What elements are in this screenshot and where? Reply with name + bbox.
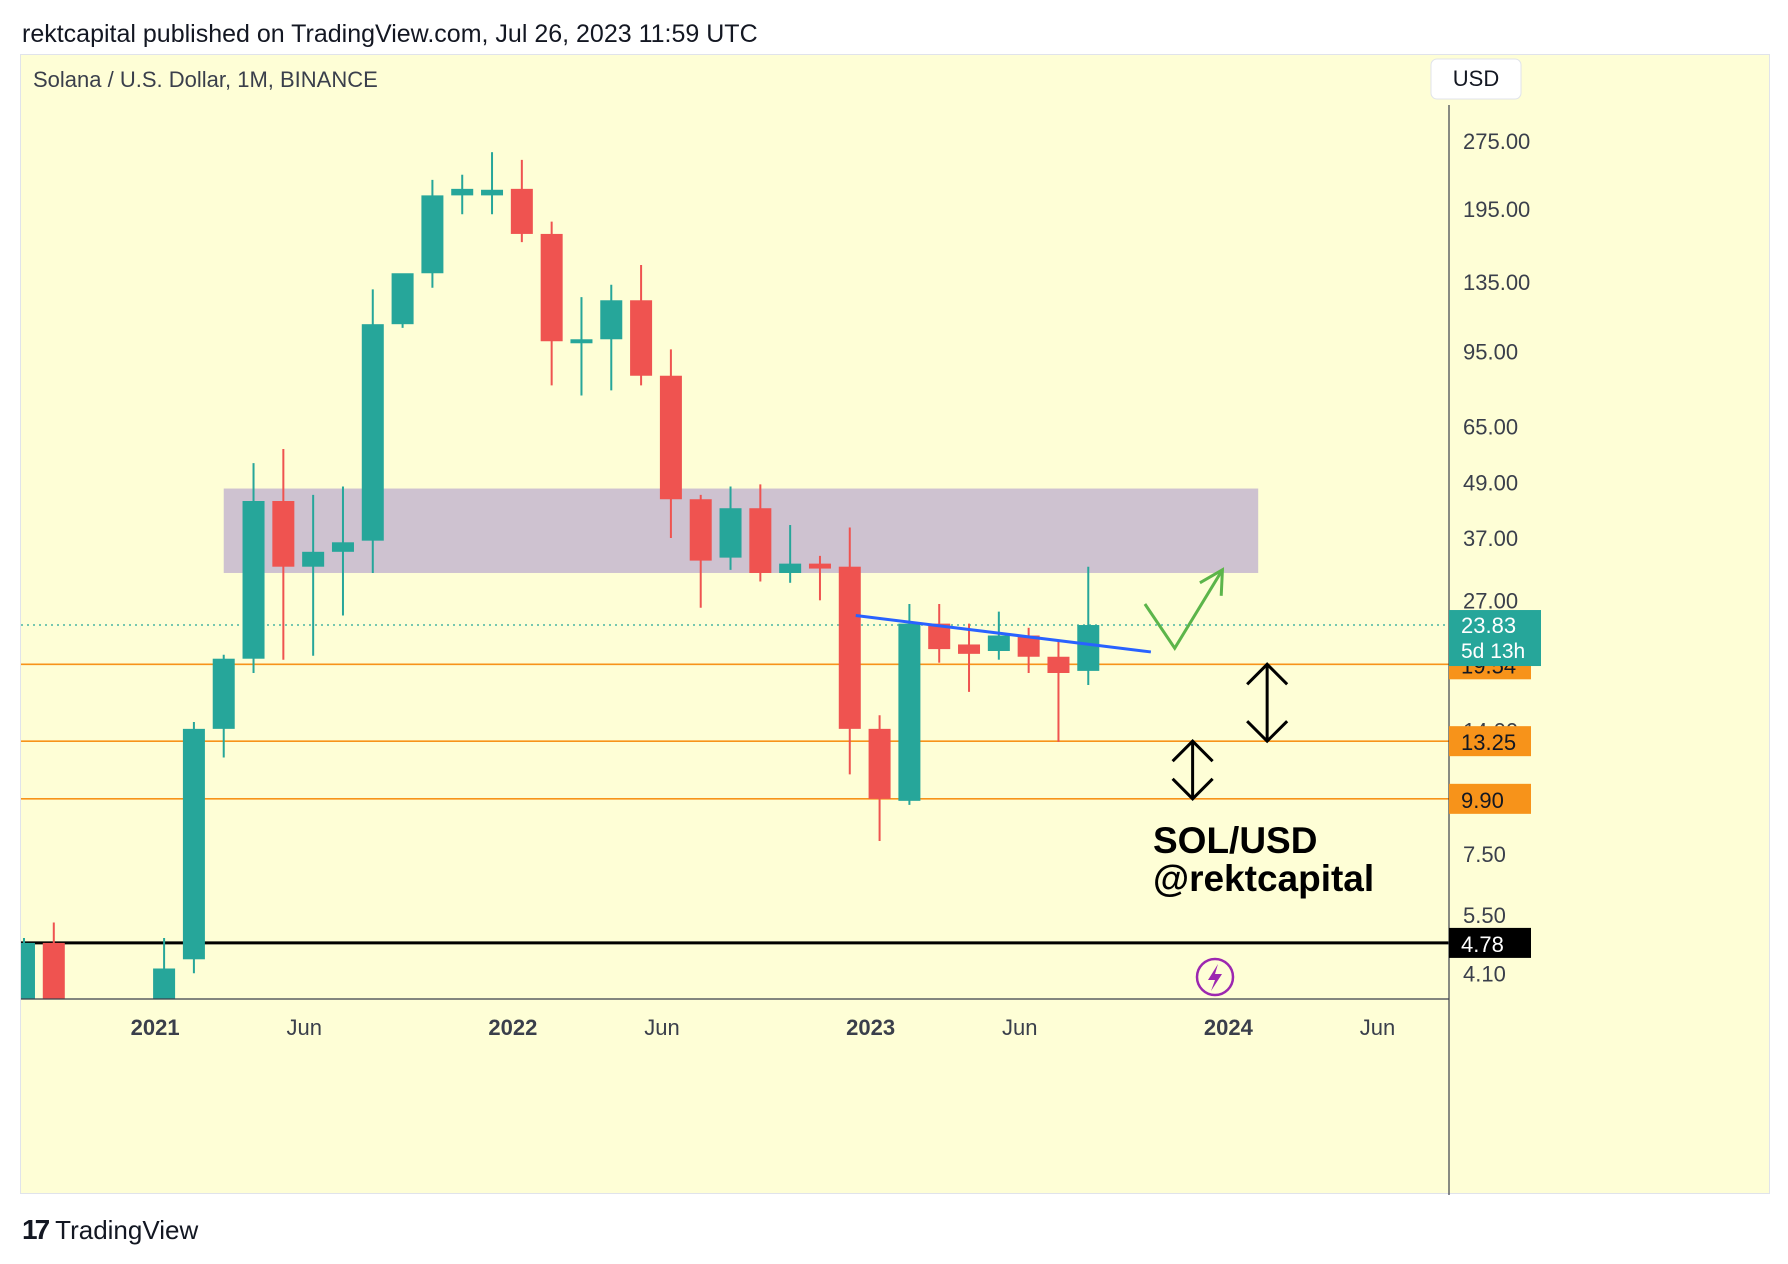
time-axis-tick: Jun (286, 1015, 321, 1040)
level-price-badge (1449, 726, 1531, 757)
price-axis-tick: 5.50 (1463, 903, 1506, 928)
publication-header: rektcapital published on TradingView.com… (22, 20, 758, 48)
candle-body[interactable] (570, 339, 593, 344)
candle-body[interactable] (600, 300, 623, 340)
candle-body[interactable] (898, 623, 921, 801)
price-axis-tick: 4.10 (1463, 961, 1506, 986)
candle-body[interactable] (212, 658, 235, 729)
level-price-badge-label: 4.78 (1461, 932, 1504, 957)
projection-path (1143, 569, 1224, 651)
range-arrow-head-up (1171, 739, 1214, 763)
last-price-label: 23.83 (1461, 613, 1516, 638)
currency-button-label[interactable]: USD (1453, 66, 1499, 91)
candle-body[interactable] (1077, 625, 1100, 671)
price-chart[interactable]: Solana / U.S. Dollar, 1M, BINANCE USD SOL/… (12, 55, 1771, 1195)
candle-body[interactable] (868, 728, 891, 799)
candle-body[interactable] (689, 499, 712, 561)
price-axis-tick: 135.00 (1463, 270, 1530, 295)
level-price-badge (1449, 783, 1531, 814)
chart-annotation-line: @rektcapital (1153, 858, 1374, 899)
candle-body[interactable] (719, 508, 742, 558)
candle-body[interactable] (808, 563, 831, 569)
range-arrow-head-down (1171, 777, 1214, 801)
level-price-badge-label: 9.90 (1461, 788, 1504, 813)
time-axis-tick: 2024 (1204, 1015, 1254, 1040)
time-axis-tick: 2023 (846, 1015, 895, 1040)
candle-body[interactable] (779, 563, 802, 573)
lightning-bolt-icon (1208, 964, 1222, 991)
projection-arrowhead (1199, 567, 1225, 596)
candle-body[interactable] (153, 968, 176, 999)
candle-body[interactable] (182, 728, 205, 960)
candle-body[interactable] (958, 644, 981, 654)
candle-body[interactable] (659, 375, 682, 500)
level-price-badge (1449, 927, 1531, 958)
candle-body[interactable] (749, 508, 772, 573)
time-axis-tick: 2022 (488, 1015, 537, 1040)
chart-frame[interactable]: Solana / U.S. Dollar, 1M, BINANCE USD SOL/… (12, 54, 1771, 1195)
tradingview-brand-label: TradingView (55, 1214, 199, 1245)
range-arrow-head-up (1246, 662, 1289, 686)
candle-body[interactable] (540, 233, 563, 342)
candle-countdown-label: 5d 13h (1461, 640, 1525, 663)
range-arrow-head-down (1246, 720, 1289, 744)
candle-body[interactable] (272, 501, 295, 567)
candle-body[interactable] (838, 566, 861, 729)
time-axis-tick: 2021 (131, 1015, 180, 1040)
chart-title: Solana / U.S. Dollar, 1M, BINANCE (33, 67, 378, 92)
chart-annotation-line: SOL/USD (1153, 820, 1317, 861)
candle-body[interactable] (391, 273, 414, 325)
last-price-badge (1449, 610, 1541, 667)
price-axis-tick: 65.00 (1463, 414, 1518, 439)
currency-button[interactable] (1430, 58, 1522, 100)
candle-body[interactable] (302, 551, 325, 567)
candle-body[interactable] (630, 300, 653, 376)
candle-body[interactable] (12, 942, 35, 999)
candle-body[interactable] (331, 542, 354, 552)
candle-body[interactable] (1017, 635, 1040, 657)
price-axis-tick: 27.00 (1463, 588, 1518, 613)
candle-body[interactable] (42, 942, 65, 999)
candle-body[interactable] (242, 501, 265, 659)
time-axis-tick: Jun (644, 1015, 679, 1040)
price-axis-tick: 195.00 (1463, 197, 1530, 222)
tradingview-footer[interactable]: 17 TradingView (22, 1214, 198, 1246)
candle-body[interactable] (510, 188, 533, 234)
descending-trendline[interactable] (855, 614, 1152, 654)
candle-body[interactable] (361, 324, 384, 541)
candle-body[interactable] (451, 188, 474, 196)
price-axis-tick: 7.50 (1463, 842, 1506, 867)
price-axis-tick: 37.00 (1463, 526, 1518, 551)
candle-body[interactable] (1047, 656, 1070, 673)
tradingview-logo-icon: 17 (22, 1214, 50, 1245)
time-axis-tick: Jun (1002, 1015, 1037, 1040)
level-price-badge-label: 13.25 (1461, 730, 1516, 755)
candle-body[interactable] (928, 623, 951, 650)
candle-body[interactable] (481, 189, 504, 196)
price-axis-tick: 275.00 (1463, 129, 1530, 154)
price-axis-tick: 49.00 (1463, 470, 1518, 495)
candle-body[interactable] (987, 635, 1010, 651)
price-axis-tick: 95.00 (1463, 339, 1518, 364)
candle-body[interactable] (421, 195, 444, 274)
time-axis-tick: Jun (1360, 1015, 1395, 1040)
